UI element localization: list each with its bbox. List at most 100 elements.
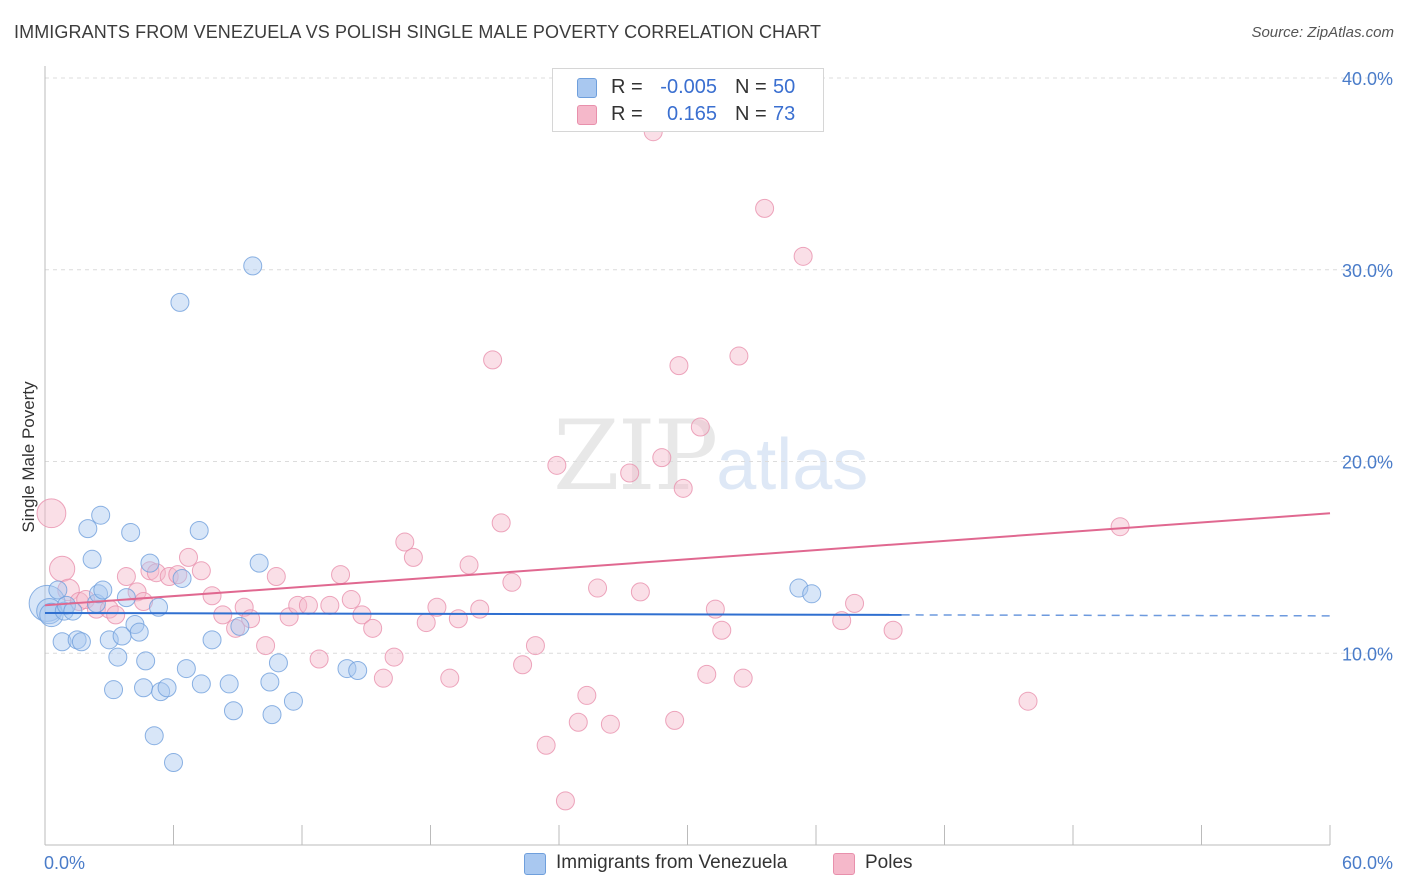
series-legend: Immigrants from Venezuela Poles <box>0 852 1406 878</box>
poles-point <box>755 198 775 218</box>
poles-point <box>127 582 147 602</box>
legend-r-value: 0.165 <box>666 103 717 125</box>
poles-point <box>491 513 511 533</box>
poles-point <box>49 555 76 582</box>
legend-r-label: R = <box>611 76 643 98</box>
venezuela-point <box>283 691 303 711</box>
venezuela-point <box>164 753 183 773</box>
venezuela-point <box>223 701 243 721</box>
poles-point <box>106 605 126 625</box>
venezuela-point <box>348 661 368 681</box>
poles-point <box>588 578 608 598</box>
poles-point <box>568 712 588 732</box>
poles-point <box>416 613 436 633</box>
y-tick-label: 10.0% <box>1342 644 1393 664</box>
legend-swatch-blue <box>524 853 546 875</box>
poles-point <box>427 597 447 617</box>
venezuela-point <box>78 519 98 539</box>
poles-point <box>256 636 276 656</box>
venezuela-point <box>268 653 288 673</box>
poles-point <box>146 563 166 583</box>
poles-point <box>140 561 160 581</box>
poles-point <box>665 710 685 730</box>
legend-swatch-pink <box>833 853 855 875</box>
poles-point <box>712 620 732 640</box>
legend-n-label: N = <box>735 76 767 98</box>
poles-point <box>697 664 717 684</box>
legend-row-venezuela: R = -0.005 N = 50 <box>553 74 823 101</box>
venezuela-point <box>48 580 68 600</box>
poles-point <box>620 463 640 483</box>
poles-point <box>373 668 393 688</box>
venezuela-point <box>191 674 211 694</box>
legend-row-poles: R = 0.165 N = 73 <box>553 101 823 128</box>
venezuela-point <box>249 553 269 573</box>
venezuela-point <box>144 726 164 746</box>
legend-n-value: 50 <box>773 76 796 98</box>
venezuela-point <box>93 580 113 600</box>
venezuela-point <box>136 651 156 671</box>
poles-point <box>845 593 865 613</box>
poles-point <box>470 599 490 619</box>
poles-point <box>1018 691 1038 711</box>
venezuela-point <box>121 522 141 542</box>
venezuela-point <box>219 674 239 694</box>
legend-item-label: Immigrants from Venezuela <box>556 852 788 873</box>
poles-point <box>1110 517 1130 537</box>
venezuela-point <box>260 672 280 692</box>
venezuela-points <box>28 256 822 773</box>
correlation-legend: R = -0.005 N = 50 R = 0.165 N = 73 <box>552 68 824 132</box>
venezuela-point <box>802 584 822 604</box>
poles-point <box>555 791 575 811</box>
poles-point <box>309 649 329 669</box>
poles-point <box>793 246 813 266</box>
poles-point <box>630 582 650 602</box>
y-axis-label: Single Male Poverty <box>19 381 38 533</box>
poles-point <box>341 590 361 610</box>
venezuela-point <box>91 505 111 525</box>
venezuela-point <box>230 616 250 636</box>
poles-point <box>502 572 522 592</box>
legend-item-label: Poles <box>865 852 913 873</box>
trend-lines <box>44 512 1331 617</box>
venezuela-point <box>170 292 190 312</box>
legend-n-label: N = <box>735 103 767 125</box>
x-tick-label: 60.0% <box>1342 853 1393 873</box>
venezuela-point <box>149 597 169 617</box>
poles-point <box>36 498 67 529</box>
y-tick-label: 20.0% <box>1342 453 1393 473</box>
venezuela-point <box>243 256 263 276</box>
venezuela-point <box>71 632 91 652</box>
poles-point <box>191 561 211 581</box>
poles-point <box>525 636 545 656</box>
poles-point <box>395 532 415 552</box>
poles-point <box>483 350 503 370</box>
poles-point <box>600 714 620 734</box>
venezuela-point <box>129 622 149 642</box>
venezuela-point <box>202 630 222 650</box>
venezuela-trend-extension <box>901 614 1331 617</box>
venezuela-trend-line <box>44 611 902 616</box>
poles-point <box>729 346 749 366</box>
poles-point <box>448 609 468 629</box>
poles-point <box>690 417 710 437</box>
poles-point <box>652 448 672 468</box>
poles-point <box>202 586 222 606</box>
source-label: Source: ZipAtlas.com <box>1251 24 1394 41</box>
poles-point <box>733 668 753 688</box>
y-tick-label: 30.0% <box>1342 261 1393 281</box>
poles-point <box>883 620 903 640</box>
poles-point <box>363 618 383 638</box>
legend-n-value: 73 <box>773 103 796 125</box>
watermark-atlas: atlas <box>716 425 869 505</box>
poles-point <box>403 547 423 567</box>
venezuela-point <box>140 553 160 573</box>
poles-point <box>331 565 351 585</box>
poles-point <box>577 685 597 705</box>
venezuela-point <box>189 521 209 541</box>
poles-point <box>320 595 340 615</box>
poles-point <box>178 547 198 567</box>
poles-trend-line <box>44 512 1331 607</box>
venezuela-point <box>52 632 72 652</box>
